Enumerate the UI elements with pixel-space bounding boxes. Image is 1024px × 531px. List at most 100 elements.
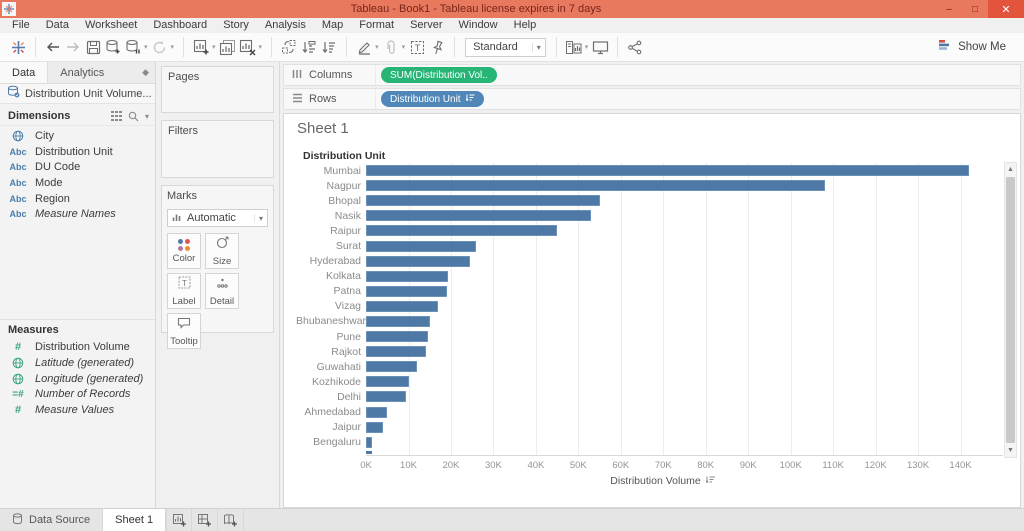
bar[interactable] bbox=[366, 331, 428, 343]
undo-icon[interactable] bbox=[43, 36, 63, 58]
menu-story[interactable]: Story bbox=[223, 19, 249, 31]
clear-dropdown-caret-icon[interactable]: ▾ bbox=[258, 44, 263, 51]
row-label[interactable]: Bengaluru bbox=[313, 436, 361, 449]
detail-button[interactable]: Detail bbox=[205, 273, 239, 309]
new-sheet-dropdown-caret-icon[interactable]: ▾ bbox=[212, 44, 216, 51]
share-icon[interactable] bbox=[625, 36, 645, 58]
new-worksheet-icon[interactable] bbox=[191, 36, 211, 58]
row-label[interactable]: Guwahati bbox=[316, 360, 361, 373]
field-number-of-records[interactable]: =# Number of Records bbox=[0, 387, 155, 403]
tab-data[interactable]: Data bbox=[0, 62, 49, 83]
show-me-button[interactable]: Show Me bbox=[938, 38, 1006, 56]
menu-worksheet[interactable]: Worksheet bbox=[84, 19, 138, 31]
menu-window[interactable]: Window bbox=[458, 19, 498, 31]
tooltip-button[interactable]: Tooltip bbox=[167, 313, 201, 349]
group-members-paperclip-icon[interactable] bbox=[381, 36, 401, 58]
bar[interactable] bbox=[366, 346, 426, 358]
sheet1-tab[interactable]: Sheet 1 bbox=[102, 509, 167, 531]
row-label[interactable]: Ahmedabad bbox=[304, 406, 361, 419]
bar[interactable] bbox=[366, 315, 430, 327]
show-hide-cards-icon[interactable] bbox=[564, 36, 584, 58]
row-label[interactable]: Vizag bbox=[334, 300, 361, 313]
fix-axes-pin-icon[interactable] bbox=[427, 36, 447, 58]
view-data-grid-icon[interactable] bbox=[110, 111, 122, 121]
mark-type-dropdown[interactable]: Automatic ▾ bbox=[167, 209, 268, 227]
new-story-tab-icon[interactable] bbox=[218, 509, 245, 531]
show-mark-labels-icon[interactable]: T bbox=[407, 36, 427, 58]
refresh-icon[interactable] bbox=[150, 36, 170, 58]
row-label[interactable]: Kozhikode bbox=[311, 375, 361, 388]
row-label[interactable]: Hyderabad bbox=[309, 255, 361, 268]
cards-dropdown-caret-icon[interactable]: ▾ bbox=[584, 44, 589, 51]
menu-dashboard[interactable]: Dashboard bbox=[153, 19, 208, 31]
rows-shelf[interactable]: Rows Distribution Unit bbox=[283, 88, 1021, 110]
bar[interactable] bbox=[366, 225, 558, 237]
presentation-mode-icon[interactable] bbox=[590, 36, 610, 58]
duplicate-sheet-icon[interactable] bbox=[218, 36, 238, 58]
pane-pin-icon[interactable]: ◆ bbox=[142, 67, 149, 77]
refresh-dropdown-caret-icon[interactable]: ▾ bbox=[170, 44, 175, 51]
field-du-code[interactable]: Abc DU Code bbox=[0, 159, 155, 175]
tab-analytics[interactable]: Analytics bbox=[60, 66, 105, 79]
new-data-source-icon[interactable] bbox=[103, 36, 123, 58]
field-mode[interactable]: Abc Mode bbox=[0, 175, 155, 191]
new-worksheet-tab-icon[interactable] bbox=[166, 509, 193, 531]
pages-shelf[interactable]: Pages bbox=[161, 66, 274, 113]
row-label[interactable]: Bhopal bbox=[328, 194, 361, 207]
columns-shelf[interactable]: Columns SUM(Distribution Vol.. bbox=[283, 64, 1021, 86]
clear-sheet-icon[interactable] bbox=[238, 36, 258, 58]
sort-ascending-icon[interactable] bbox=[299, 36, 319, 58]
bar[interactable] bbox=[366, 270, 448, 282]
scroll-up-icon[interactable]: ▲ bbox=[1007, 166, 1014, 173]
bar[interactable] bbox=[366, 240, 477, 252]
row-label[interactable]: Kolkata bbox=[325, 270, 361, 283]
field-longitude-generated-[interactable]: Longitude (generated) bbox=[0, 371, 155, 387]
axis-sort-descending-icon[interactable] bbox=[705, 475, 716, 487]
search-fields-icon[interactable] bbox=[128, 111, 139, 122]
menu-analysis[interactable]: Analysis bbox=[264, 19, 306, 31]
rows-pill-distribution-unit[interactable]: Distribution Unit bbox=[381, 91, 484, 107]
scrollbar-thumb[interactable] bbox=[1006, 177, 1015, 443]
swap-rows-columns-icon[interactable] bbox=[279, 36, 299, 58]
pause-dropdown-caret-icon[interactable]: ▾ bbox=[144, 44, 148, 51]
bar[interactable] bbox=[366, 210, 592, 222]
sort-descending-icon[interactable] bbox=[319, 36, 339, 58]
menu-server[interactable]: Server bbox=[410, 19, 443, 31]
field-distribution-unit[interactable]: Abc Distribution Unit bbox=[0, 144, 155, 160]
bar[interactable] bbox=[366, 406, 388, 418]
field-measure-names[interactable]: Abc Measure Names bbox=[0, 206, 155, 222]
pause-auto-updates-icon[interactable] bbox=[123, 36, 143, 58]
menu-map[interactable]: Map bbox=[321, 19, 344, 31]
menu-format[interactable]: Format bbox=[359, 19, 395, 31]
data-source-tab[interactable]: Data Source bbox=[0, 509, 102, 531]
x-axis-title[interactable]: Distribution Volume bbox=[366, 475, 960, 487]
scroll-down-icon[interactable]: ▼ bbox=[1007, 447, 1014, 454]
row-label[interactable]: Jaipur bbox=[332, 421, 361, 434]
field-distribution-volume[interactable]: # Distribution Volume bbox=[0, 340, 155, 356]
columns-pill-sum-distribution-volume[interactable]: SUM(Distribution Vol.. bbox=[381, 67, 497, 83]
bar[interactable] bbox=[366, 300, 439, 312]
bar[interactable] bbox=[366, 195, 600, 207]
minimize-button[interactable]: – bbox=[946, 3, 952, 15]
row-label[interactable]: Bhubaneshwar bbox=[296, 315, 367, 328]
color-button[interactable]: Color bbox=[167, 233, 201, 269]
row-label[interactable]: Mumbai bbox=[323, 164, 361, 177]
row-field-header[interactable]: Distribution Unit bbox=[303, 150, 386, 162]
row-label[interactable]: Delhi bbox=[337, 390, 361, 403]
bar[interactable] bbox=[366, 376, 409, 388]
bar[interactable] bbox=[366, 285, 447, 297]
fit-mode-select[interactable]: Standard ▾ bbox=[465, 37, 546, 57]
row-label[interactable]: Nasik bbox=[334, 209, 361, 222]
row-label[interactable]: Surat bbox=[335, 240, 361, 253]
field-region[interactable]: Abc Region bbox=[0, 191, 155, 207]
row-label[interactable]: Rajkot bbox=[331, 345, 361, 358]
row-label[interactable]: Raipur bbox=[330, 224, 361, 237]
bar[interactable] bbox=[366, 180, 825, 192]
menu-file[interactable]: File bbox=[12, 19, 30, 31]
close-button[interactable]: ✕ bbox=[988, 0, 1024, 18]
menu-help[interactable]: Help bbox=[513, 19, 537, 31]
save-icon[interactable] bbox=[83, 36, 103, 58]
row-label[interactable]: Nagpur bbox=[326, 179, 361, 192]
menu-data[interactable]: Data bbox=[45, 19, 69, 31]
bar[interactable] bbox=[366, 165, 969, 177]
